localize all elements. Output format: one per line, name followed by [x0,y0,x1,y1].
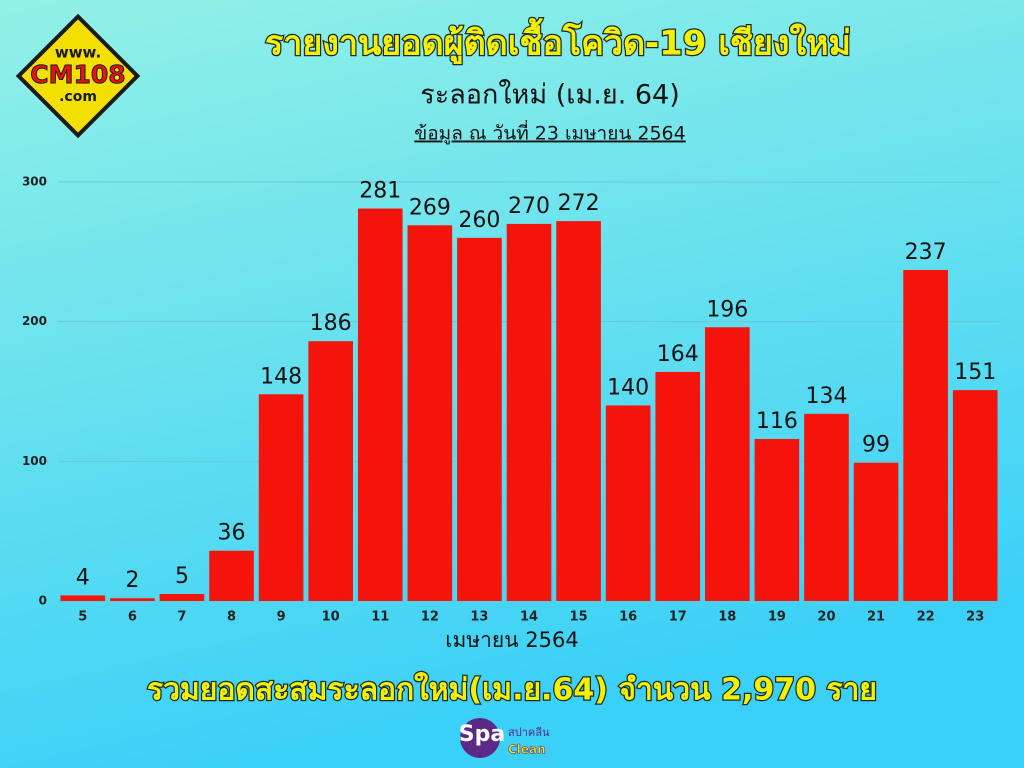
x-tick-label: 21 [867,610,885,625]
logo-text: CM108 [30,60,125,89]
x-tick-label: 10 [322,610,340,625]
x-tick-label: 22 [917,610,935,625]
sponsor-text: Spa [459,722,505,747]
sponsor-text: สปาคลีน [508,726,550,739]
bar [853,462,899,601]
sponsor-circle [460,718,500,758]
logo-diamond [15,13,141,139]
x-tick-label: 8 [227,610,236,625]
bar [605,405,651,601]
bar [952,390,998,601]
x-tick-label: 5 [78,610,87,625]
y-tick-label: 300 [22,175,47,189]
x-tick-label: 15 [570,610,588,625]
bar [159,594,205,601]
y-tick-label: 200 [22,314,47,328]
value-label: 148 [260,364,302,389]
x-tick-label: 7 [177,610,186,625]
value-label: 186 [310,311,352,336]
bar [506,223,552,601]
value-label: 164 [657,342,699,367]
value-label: 5 [175,564,189,589]
x-tick-label: 6 [128,610,137,625]
x-tick-label: 12 [421,610,439,625]
x-tick-label: 17 [669,610,687,625]
x-tick-label: 13 [470,610,488,625]
bar [209,550,254,601]
x-tick-label: 23 [966,610,984,625]
value-label: 281 [359,179,401,204]
value-label: 2 [125,568,139,593]
value-label: 99 [862,433,890,458]
bar [556,221,601,601]
bar [705,327,750,601]
x-tick-label: 11 [371,610,389,625]
x-tick-label: 19 [768,610,786,625]
logo-text: .com [59,89,97,105]
x-axis-label: เมษายน 2564 [445,628,578,652]
bar [110,598,155,601]
x-tick-label: 16 [619,610,637,625]
value-label: 116 [756,409,798,434]
logo-text: www. [55,44,101,62]
x-tick-label: 14 [520,610,538,625]
bar [308,341,353,601]
value-label: 260 [458,208,500,233]
bar [258,394,304,601]
x-tick-label: 9 [277,610,286,625]
value-label: 36 [218,521,246,546]
bar [457,237,502,601]
sponsor-text: Clean [508,743,546,757]
bar [407,225,453,601]
x-tick-label: 18 [718,610,736,625]
x-tick-label: 20 [817,610,835,625]
value-label: 151 [954,360,996,385]
value-label: 272 [558,191,600,216]
value-label: 237 [905,240,947,265]
sponsor-logo: Spa สปาคลีน Clean [459,718,550,758]
value-label: 196 [706,297,748,322]
value-label: 270 [508,194,550,219]
bar [754,438,800,601]
bar [804,413,849,601]
bar [903,269,948,601]
bar [357,208,403,601]
logo: www. CM108 .com [15,13,141,139]
chart-footer: รวมยอดสะสมระลอกใหม่(เม.ย.64) จำนวน 2,970… [147,672,877,708]
value-label: 134 [805,384,847,409]
y-tick-label: 100 [22,454,47,468]
y-tick-label: 0 [39,594,47,608]
bar [60,595,106,601]
chart-note: ข้อมูล ณ วันที่ 23 เมษายน 2564 [414,120,685,145]
value-label: 269 [409,195,451,220]
chart-subtitle: ระลอกใหม่ (เม.ย. 64) [420,79,680,111]
chart-title: รายงานยอดผู้ติดเชื้อโควิด-19 เชียงใหม่ [265,18,851,65]
bar [655,371,701,601]
value-label: 4 [76,565,90,590]
value-label: 140 [607,375,649,400]
